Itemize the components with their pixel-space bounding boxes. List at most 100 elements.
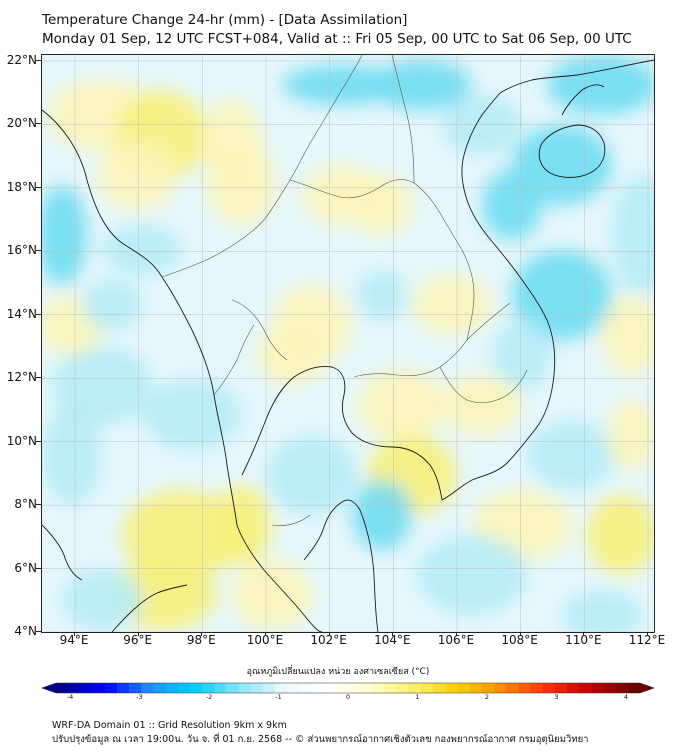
- field-patch: [207, 145, 277, 225]
- field-patch: [142, 380, 242, 450]
- colorbar-segment: [202, 683, 215, 693]
- lat-label: 20°N: [6, 116, 37, 131]
- colorbar-title: อุณหภูมิเปลี่ยนแปลง หน่วย องศาเซลเซียส (…: [246, 667, 430, 677]
- colorbar-segment: [457, 683, 471, 693]
- colorbar-segment: [615, 683, 629, 693]
- colorbar-gradient: [41, 682, 655, 694]
- lon-tick: [647, 632, 648, 636]
- colorbar-segment: [189, 683, 203, 693]
- colorbar-segment: [567, 683, 580, 693]
- colorbar-segment: [494, 683, 507, 693]
- lat-label: 10°N: [6, 433, 37, 448]
- model-info: WRF-DA Domain 01 :: Grid Resolution 9km …: [52, 720, 287, 731]
- lat-label: 16°N: [6, 243, 37, 258]
- colorbar-segment: [56, 683, 69, 693]
- lon-tick: [137, 632, 139, 636]
- colorbar-segment: [250, 683, 264, 693]
- lat-tick: [36, 250, 41, 252]
- field-patch: [607, 400, 654, 470]
- lat-tick: [36, 377, 41, 379]
- colorbar-min-arrow: [42, 683, 56, 693]
- lon-label: 104°E: [374, 633, 411, 647]
- lat-tick: [36, 567, 41, 569]
- lat-label: 4°N: [14, 624, 37, 638]
- colorbar-segment: [214, 683, 227, 693]
- field-patch: [357, 270, 407, 320]
- lon-tick: [583, 632, 585, 636]
- lat-label: 22°N: [6, 53, 37, 67]
- colorbar-segment: [68, 683, 81, 693]
- lat-label: 6°N: [14, 560, 37, 575]
- colorbar-segment: [116, 683, 130, 693]
- map-panel: [41, 54, 655, 633]
- colorbar: [41, 679, 655, 694]
- lat-tick: [36, 60, 41, 61]
- colorbar-segment: [104, 683, 118, 693]
- lon-tick: [392, 632, 394, 636]
- lat-tick: [36, 631, 41, 632]
- field-patch: [102, 225, 182, 275]
- colorbar-tick-label: -4: [66, 693, 74, 701]
- colorbar-segment: [469, 683, 483, 693]
- field-patch: [417, 535, 527, 615]
- colorbar-segment: [396, 683, 410, 693]
- colorbar-segment: [299, 683, 312, 693]
- field-patch: [62, 570, 142, 630]
- colorbar-tick-label: 2: [484, 693, 490, 701]
- lat-tick: [36, 186, 41, 188]
- field-patch: [122, 490, 242, 580]
- colorbar-segment: [445, 683, 458, 693]
- colorbar-tick-label: -3: [136, 693, 143, 701]
- colorbar-tick-label: 0: [345, 693, 351, 701]
- credit-line: ปรับปรุงข้อมูล ณ เวลา 19:00น. วัน จ. ที่…: [52, 734, 589, 745]
- lon-label: 94°E: [59, 633, 89, 647]
- field-patch: [42, 185, 87, 285]
- colorbar-segment: [530, 683, 544, 693]
- field-patch: [482, 170, 542, 240]
- colorbar-segment: [177, 683, 191, 693]
- field-patch: [82, 280, 142, 330]
- colorbar-segment: [591, 683, 604, 693]
- colorbar-segment: [603, 683, 617, 693]
- field-patch: [52, 345, 152, 425]
- colorbar-segment: [335, 683, 349, 693]
- field-patch: [412, 275, 492, 335]
- colorbar-tick-label: -1: [275, 693, 282, 701]
- colorbar-segment: [408, 683, 422, 693]
- colorbar-segment: [165, 683, 179, 693]
- field-patch: [352, 175, 412, 235]
- lon-label: 102°E: [310, 633, 347, 647]
- field-patch: [562, 590, 642, 632]
- colorbar-segment: [238, 683, 252, 693]
- colorbar-segment: [311, 683, 325, 693]
- lat-tick: [36, 440, 41, 442]
- field-patch: [512, 250, 612, 340]
- colorbar-segment: [80, 683, 93, 693]
- colorbar-segment: [287, 683, 300, 693]
- colorbar-max-arrow: [640, 683, 654, 693]
- colorbar-segment: [433, 683, 446, 693]
- colorbar-segment: [518, 683, 531, 693]
- lon-label: 108°E: [501, 633, 538, 647]
- lon-tick: [456, 632, 457, 636]
- field-patch: [267, 435, 357, 515]
- colorbar-segment: [360, 683, 373, 693]
- colorbar-tick-label: -2: [205, 693, 213, 701]
- colorbar-segment: [348, 683, 361, 693]
- colorbar-segment: [481, 683, 495, 693]
- lat-label: 8°N: [14, 497, 37, 512]
- field-patch: [442, 375, 522, 435]
- field-patch: [512, 125, 612, 205]
- colorbar-tick-label: 4: [623, 693, 629, 701]
- lat-tick: [36, 313, 41, 315]
- colorbar-segment: [153, 683, 166, 693]
- field-patch: [357, 370, 447, 440]
- colorbar-segment: [384, 683, 398, 693]
- colorbar-tick-label: 1: [415, 693, 420, 701]
- lon-tick: [519, 632, 521, 636]
- lon-label: 106°E: [437, 633, 475, 647]
- field-patch: [492, 320, 552, 390]
- lat-label: 12°N: [6, 370, 37, 385]
- colorbar-segment: [141, 683, 154, 693]
- colorbar-segment: [506, 683, 519, 693]
